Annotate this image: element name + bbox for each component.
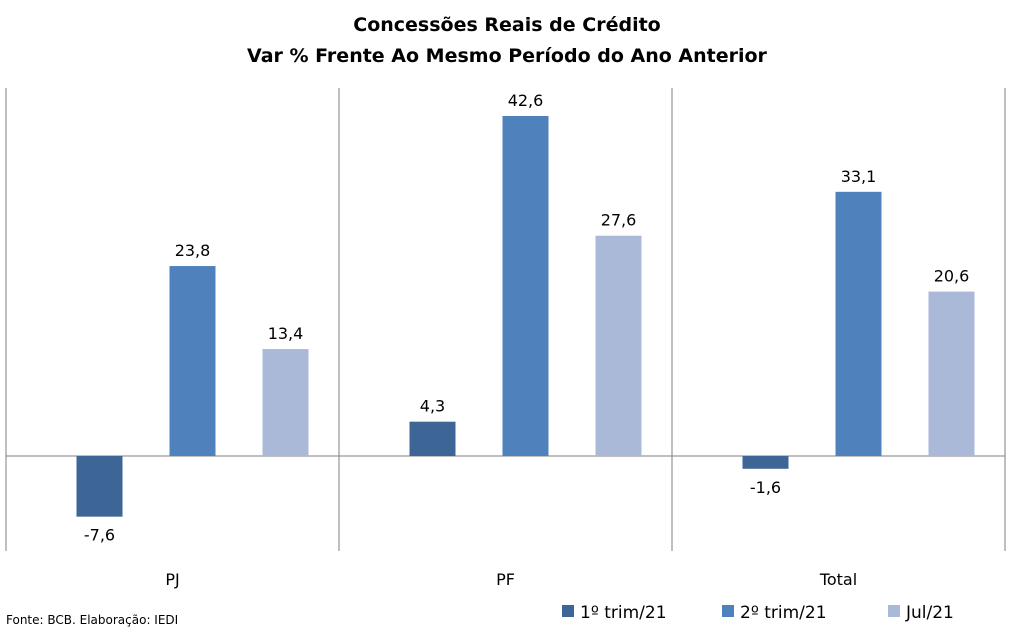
chart-subtitle: Var % Frente Ao Mesmo Período do Ano Ant… xyxy=(247,45,768,67)
data-label: 4,3 xyxy=(420,397,445,416)
bar-pf-series-2 xyxy=(502,116,549,456)
bar-total-series-2 xyxy=(835,191,882,456)
legend-swatch-3 xyxy=(888,605,900,617)
plot-area: -7,6 23,8 13,4 PJ 4,3 42,6 27,6 PF -1,6 33,1 20,6 T… xyxy=(5,88,1006,589)
legend-swatch-2 xyxy=(722,605,734,617)
legend-label-3: Jul/21 xyxy=(905,603,954,623)
bar-total-series-1 xyxy=(742,456,789,469)
legend-label-2: 2º trim/21 xyxy=(740,603,827,623)
legend-swatch-1 xyxy=(562,605,574,617)
data-label: 33,1 xyxy=(841,167,877,186)
bar-pj-series-2 xyxy=(169,266,216,456)
data-label: -1,6 xyxy=(750,478,781,497)
bar-pj-series-1 xyxy=(76,456,123,517)
source-note: Fonte: BCB. Elaboração: IEDI xyxy=(6,613,178,627)
bar-pf-series-1 xyxy=(409,421,456,456)
data-label: -7,6 xyxy=(84,526,115,545)
data-label: 13,4 xyxy=(268,324,304,343)
legend-label-1: 1º trim/21 xyxy=(580,603,667,623)
legend: 1º trim/21 2º trim/21 Jul/21 xyxy=(562,603,954,623)
category-label-pf: PF xyxy=(496,570,515,589)
data-label: 23,8 xyxy=(175,241,211,260)
bar-pf-series-3 xyxy=(595,235,642,456)
data-label: 20,6 xyxy=(934,267,970,286)
category-label-pj: PJ xyxy=(165,570,179,589)
chart-title: Concessões Reais de Crédito xyxy=(353,14,660,36)
data-label: 27,6 xyxy=(601,211,637,230)
data-label: 42,6 xyxy=(508,91,544,110)
bar-pj-series-3 xyxy=(262,349,309,456)
bar-total-series-3 xyxy=(928,291,975,456)
category-label-total: Total xyxy=(819,570,857,589)
